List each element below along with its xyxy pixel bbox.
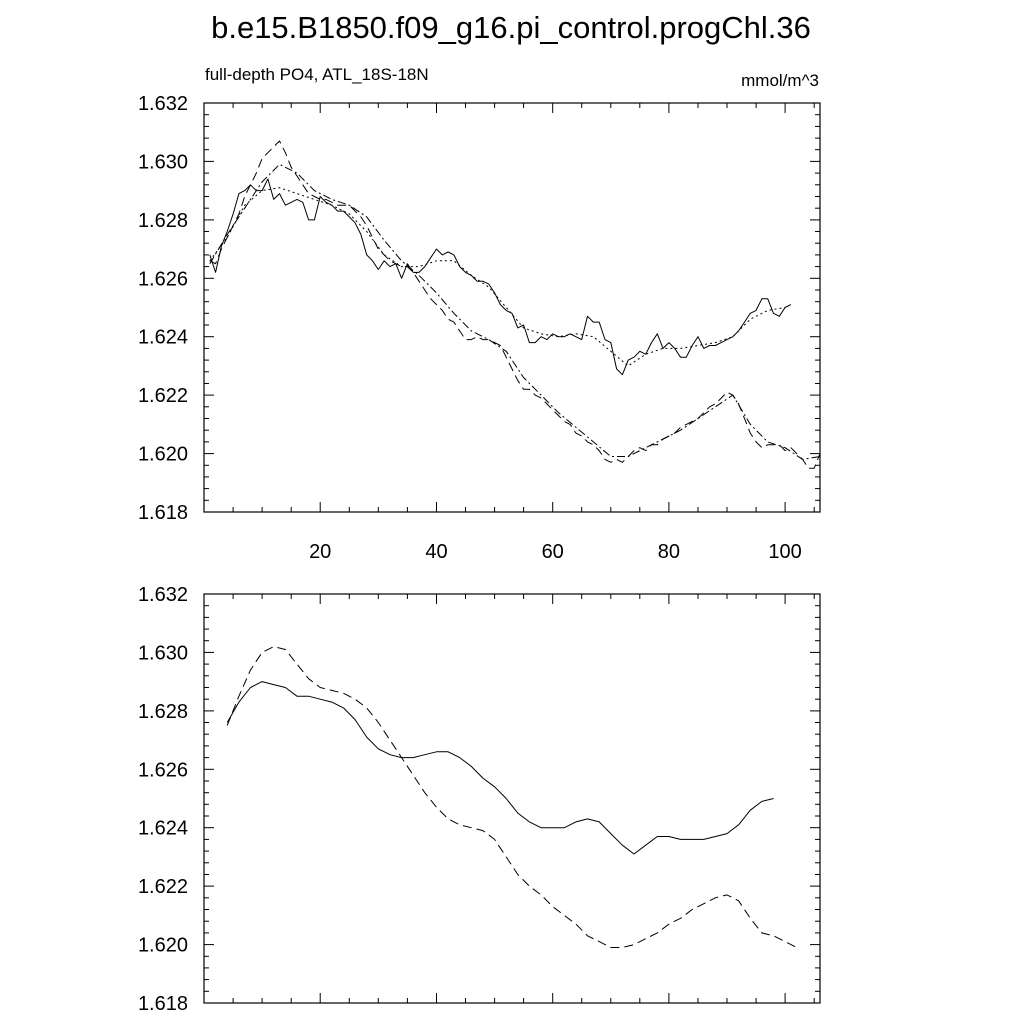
plot-frame: [203, 102, 821, 513]
y-tick-label: 1.628: [138, 210, 188, 232]
x-tick-label: 100: [768, 541, 801, 563]
y-tick-label: 1.624: [138, 818, 188, 840]
major-ticks: [204, 102, 820, 513]
y-tick-label: 1.618: [138, 993, 188, 1015]
top-panel: full-depth PO4, ATL_18S-18N mmol/m^3 1.6…: [138, 65, 821, 563]
y-tick-label: 1.618: [138, 502, 188, 524]
y-tick-label: 1.632: [138, 93, 188, 115]
x-tick-label: 60: [542, 541, 564, 563]
y-tick-label: 1.626: [138, 268, 188, 290]
series-line-solid: [226, 681, 774, 855]
y-tick-label: 1.622: [138, 385, 188, 407]
top-panel-right-label: mmol/m^3: [741, 71, 819, 90]
y-tick-label: 1.620: [138, 935, 188, 957]
series-line-dotted: [209, 187, 786, 367]
plot-frame: [203, 593, 821, 1004]
series-line-dashdot: [209, 163, 821, 460]
y-tick-label: 1.622: [138, 876, 188, 898]
y-tick-label: 1.630: [138, 151, 188, 173]
y-tick-label: 1.632: [138, 584, 188, 606]
y-tick-label: 1.630: [138, 642, 188, 664]
y-tick-label: 1.626: [138, 759, 188, 781]
x-tick-label: 20: [309, 541, 331, 563]
y-tick-label: 1.624: [138, 327, 188, 349]
series-line-solid: [209, 178, 792, 376]
minor-ticks: [204, 103, 820, 512]
series-line-dashed: [209, 140, 821, 469]
y-tick-label: 1.628: [138, 701, 188, 723]
series-line-dashed: [226, 646, 798, 948]
top-panel-left-label: full-depth PO4, ATL_18S-18N: [205, 65, 429, 84]
x-tick-label: 40: [425, 541, 447, 563]
minor-ticks: [204, 594, 820, 1003]
chart-title: b.e15.B1850.f09_g16.pi_control.progChl.3…: [211, 10, 811, 45]
y-tick-label: 1.620: [138, 444, 188, 466]
x-tick-label: 80: [658, 541, 680, 563]
bottom-panel: 1.618 1.620 1.622 1.624 1.626 1.628 1.630 1.632: [138, 584, 821, 1015]
major-ticks: [204, 593, 820, 1004]
